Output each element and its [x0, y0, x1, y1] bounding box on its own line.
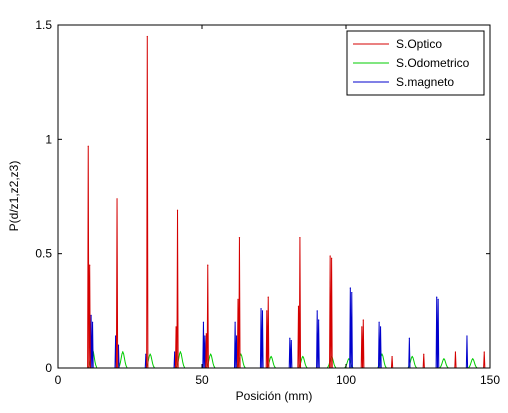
data-point	[235, 335, 238, 337]
tick-layer: 0 50 100 150 0 0.5 1 1.5	[35, 18, 500, 387]
x-tick-label: 150	[480, 373, 500, 387]
data-point	[423, 353, 425, 355]
data-point	[466, 335, 468, 337]
data-point	[362, 319, 364, 321]
y-tick-label: 0	[45, 361, 52, 375]
data-point	[90, 314, 92, 317]
plot-frame	[57, 24, 491, 369]
data-point	[202, 321, 205, 323]
data-point	[351, 291, 353, 294]
data-point	[205, 333, 207, 335]
data-point	[149, 353, 151, 355]
data-point	[117, 344, 120, 346]
data-point	[289, 337, 291, 339]
data-point	[443, 358, 445, 360]
data-point	[116, 198, 118, 200]
data-point	[290, 339, 292, 342]
y-axis-title: P(d/z1,z2,z3)	[7, 161, 21, 232]
data-point	[207, 264, 209, 266]
data-point	[408, 337, 410, 339]
data-point	[436, 296, 438, 298]
data-point	[454, 351, 457, 353]
data-point	[176, 209, 179, 211]
data-point	[318, 319, 320, 321]
x-tick-label: 100	[336, 373, 356, 387]
data-point	[299, 237, 301, 239]
data-point	[331, 257, 333, 259]
data-point	[267, 296, 269, 298]
data-point	[87, 145, 89, 147]
data-point	[378, 321, 380, 323]
data-point	[316, 310, 318, 312]
data-point	[240, 353, 242, 355]
data-point	[261, 310, 264, 312]
data-point	[379, 326, 382, 328]
data-point	[329, 255, 331, 257]
data-point	[472, 358, 474, 360]
x-tick-label: 0	[55, 373, 62, 387]
data-point	[483, 351, 485, 353]
data-point	[297, 305, 300, 307]
data-point	[381, 353, 383, 355]
data-point	[437, 298, 439, 300]
data-point	[89, 264, 91, 266]
data-point	[302, 355, 304, 358]
data-point	[270, 355, 272, 358]
data-point	[175, 326, 177, 328]
data-point	[122, 351, 124, 353]
data-point	[349, 287, 351, 289]
data-point	[361, 326, 363, 328]
x-axis-title: Posición (mm)	[236, 389, 313, 403]
data-point	[238, 237, 241, 239]
x-tick-label: 50	[195, 373, 209, 387]
data-point	[91, 321, 94, 323]
y-tick-label: 0.5	[35, 247, 52, 261]
data-point	[266, 310, 268, 312]
data-point	[391, 355, 393, 358]
data-point	[411, 355, 413, 358]
data-point	[260, 307, 262, 310]
legend-label-optico: S.Optico	[396, 37, 442, 51]
data-point	[348, 358, 350, 360]
data-point	[237, 298, 239, 300]
data-point	[145, 353, 147, 355]
legend: S.Optico S.Odometrico S.magneto	[346, 30, 485, 96]
data-point	[174, 351, 176, 353]
legend-label-magneto: S.magneto	[396, 75, 454, 89]
data-point	[115, 335, 117, 337]
data-point	[179, 351, 181, 353]
data-point	[204, 335, 206, 337]
y-tick-label: 1.5	[35, 18, 52, 32]
y-tick-label: 1	[45, 132, 52, 146]
data-point	[234, 321, 236, 323]
legend-label-odometrico: S.Odometrico	[396, 56, 470, 70]
data-point	[146, 35, 148, 38]
data-point	[210, 353, 212, 355]
